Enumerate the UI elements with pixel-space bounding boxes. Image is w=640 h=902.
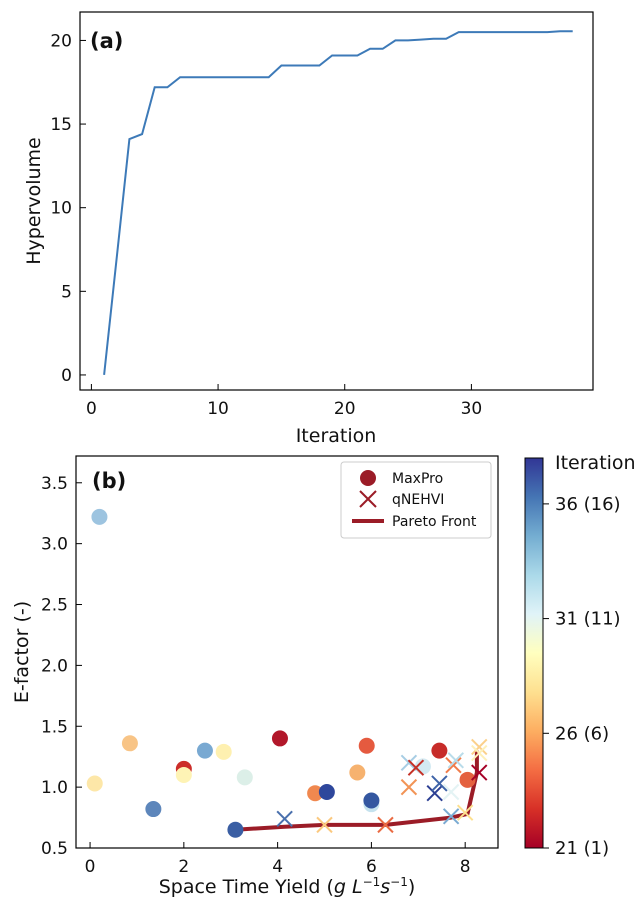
y-tick-label-a: 20 (50, 31, 72, 51)
qnehvi-point (400, 778, 418, 796)
qnehvi-point (400, 754, 418, 771)
qnehvi-point (456, 804, 474, 821)
x-axis-label-b: Space Time Yield (g L−1s−1) (159, 875, 416, 898)
qnehvi-point (377, 816, 394, 834)
plot-frame-b (75, 455, 499, 849)
y-axis-label-b: E-factor (-) (11, 601, 33, 703)
x-tick-label-b: 4 (272, 857, 283, 877)
y-tick-label-b: 1.5 (41, 717, 68, 737)
maxpro-point (121, 735, 138, 752)
colorbar-gradient (524, 457, 544, 849)
scatter-points (86, 508, 488, 838)
colorbar-tick-label: 21 (1) (555, 838, 609, 859)
qnehvi-point (276, 810, 293, 827)
x-tick-label-a: 20 (334, 399, 356, 419)
legend-maxpro-label: MaxPro (392, 471, 443, 487)
panel-label-b: (b) (92, 469, 126, 493)
x-tick-label-a: 0 (86, 399, 97, 419)
maxpro-point (307, 785, 324, 802)
maxpro-point (145, 801, 162, 818)
maxpro-point (91, 508, 108, 525)
x-axis-label-a: Iteration (296, 425, 377, 447)
y-tick-label-a: 0 (61, 366, 72, 386)
qnehvi-point (447, 752, 465, 769)
maxpro-point (86, 775, 103, 792)
y-axis-ticks-b: 0.5 1.0 1.5 2.0 2.5 3.0 3.5 (41, 474, 82, 859)
colorbar-ticks: 21 (1) 26 (6) 31 (11) 36 (16) (543, 494, 621, 859)
x-tick-label-b: 2 (178, 857, 189, 877)
y-tick-label-a: 10 (50, 199, 72, 219)
y-axis-ticks-a: 0 5 10 15 20 (50, 31, 86, 386)
qnehvi-point (316, 816, 333, 834)
maxpro-point (227, 821, 244, 838)
colorbar-title: Iteration (555, 452, 636, 474)
qnehvi-point (407, 759, 425, 776)
hypervolume-series-line (103, 30, 573, 376)
maxpro-point (358, 737, 375, 754)
maxpro-point (349, 764, 366, 781)
maxpro-point (318, 784, 335, 800)
y-tick-label-a: 5 (61, 282, 72, 302)
y-tick-label-b: 1.0 (41, 778, 68, 798)
maxpro-point (459, 771, 476, 788)
colorbar-tick-label: 31 (11) (555, 609, 621, 630)
plot-frame-a (79, 11, 594, 391)
qnehvi-point (471, 764, 488, 781)
maxpro-point (175, 766, 192, 783)
y-tick-label-b: 0.5 (41, 839, 68, 859)
x-tick-label-a: 30 (461, 399, 483, 419)
pareto-front-line (235, 750, 479, 832)
y-tick-label-b: 2.0 (41, 656, 68, 676)
qnehvi-point (442, 808, 460, 825)
y-axis-label-a: Hypervolume (23, 137, 45, 264)
panel-label-a: (a) (90, 29, 123, 53)
x-tick-label-b: 0 (85, 857, 96, 877)
legend: MaxPro qNEHVI Pareto Front (340, 461, 492, 539)
maxpro-point (431, 742, 448, 759)
qnehvi-point (442, 783, 460, 801)
x-tick-label-a: 10 (207, 399, 229, 419)
qnehvi-point (471, 744, 488, 762)
efactor-scatter-chart: (b) 0 2 4 6 8 0.5 1.0 1.5 2.0 2.5 3.0 3.5 MaxPro q… (11, 455, 499, 898)
legend-pareto-label: Pareto Front (392, 514, 477, 530)
maxpro-point (271, 730, 288, 747)
x-axis-ticks-a: 0 10 20 30 (86, 384, 482, 419)
y-tick-label-b: 2.5 (41, 596, 68, 616)
maxpro-point (363, 792, 380, 809)
colorbar-tick-label: 36 (16) (555, 494, 621, 515)
colorbar: Iteration 21 (1) 26 (6) 31 (11) 36 (16) (524, 452, 636, 859)
colorbar-tick-label: 26 (6) (555, 723, 609, 744)
legend-maxpro-marker (360, 470, 376, 486)
qnehvi-point (426, 785, 443, 802)
qnehvi-point (471, 738, 488, 756)
x-tick-label-b: 8 (460, 857, 471, 877)
hypervolume-chart: (a) 0 10 20 30 0 5 10 15 20 Iteration Hypervolu… (23, 11, 594, 447)
x-tick-label-b: 6 (366, 857, 377, 877)
maxpro-point (215, 743, 232, 760)
y-tick-label-b: 3.0 (41, 535, 68, 555)
maxpro-point (236, 769, 253, 786)
legend-qnehvi-marker (359, 490, 377, 508)
qnehvi-point (431, 775, 448, 792)
maxpro-point (196, 742, 213, 759)
x-axis-ticks-b: 0 2 4 6 8 (85, 842, 471, 877)
y-tick-label-b: 3.5 (41, 474, 68, 494)
qnehvi-point (445, 757, 462, 774)
y-tick-label-a: 15 (50, 115, 72, 135)
legend-qnehvi-label: qNEHVI (392, 492, 444, 508)
